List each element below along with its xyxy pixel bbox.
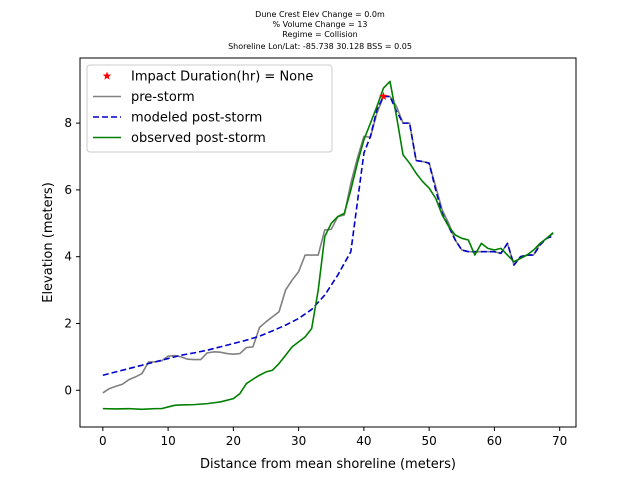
- x-tick-label: 70: [552, 434, 567, 448]
- impact-star-marker: [379, 91, 388, 101]
- chart-title: Dune Crest Elev Change = 0.0m % Volume C…: [228, 10, 412, 51]
- y-tick-label: 4: [64, 250, 72, 264]
- legend: Impact Duration(hr) = None pre-storm model…: [86, 64, 333, 153]
- title-line-1: Dune Crest Elev Change = 0.0m: [255, 10, 385, 19]
- plot-frame: [79, 57, 577, 428]
- legend-label: Impact Duration(hr) = None: [131, 70, 313, 85]
- legend-label: pre-storm: [131, 90, 195, 105]
- observed-post-storm-line: [102, 80, 554, 411]
- y-tick-label: 8: [64, 116, 72, 130]
- x-tick-label: 50: [422, 434, 437, 448]
- x-tick-label: 60: [487, 434, 502, 448]
- ticks-layer: 0 10 20 30 40 50 60 70 0 2 4 6 8: [64, 116, 567, 448]
- y-tick-label: 2: [64, 316, 72, 330]
- legend-box: [86, 64, 333, 153]
- legend-swatch-impact-star: [102, 71, 112, 80]
- legend-label: observed post-storm: [131, 131, 266, 146]
- x-tick-label: 10: [160, 434, 175, 448]
- x-axis-label: Distance from mean shoreline (meters): [200, 457, 456, 472]
- y-tick-label: 0: [64, 383, 72, 397]
- modeled-post-storm-line: [102, 95, 554, 377]
- x-tick-label: 40: [356, 434, 371, 448]
- title-line-2: % Volume Change = 13: [272, 20, 367, 29]
- legend-label: modeled post-storm: [131, 111, 262, 126]
- title-line-3: Regime = Collision: [282, 30, 357, 39]
- x-tick-label: 30: [291, 434, 306, 448]
- x-tick-label: 20: [226, 434, 241, 448]
- series-layer: [102, 80, 554, 411]
- title-line-4: Shoreline Lon/Lat: -85.738 30.128 BSS = …: [228, 42, 412, 51]
- y-axis-label: Elevation (meters): [41, 182, 56, 303]
- x-tick-label: 0: [99, 434, 107, 448]
- y-tick-label: 6: [64, 183, 72, 197]
